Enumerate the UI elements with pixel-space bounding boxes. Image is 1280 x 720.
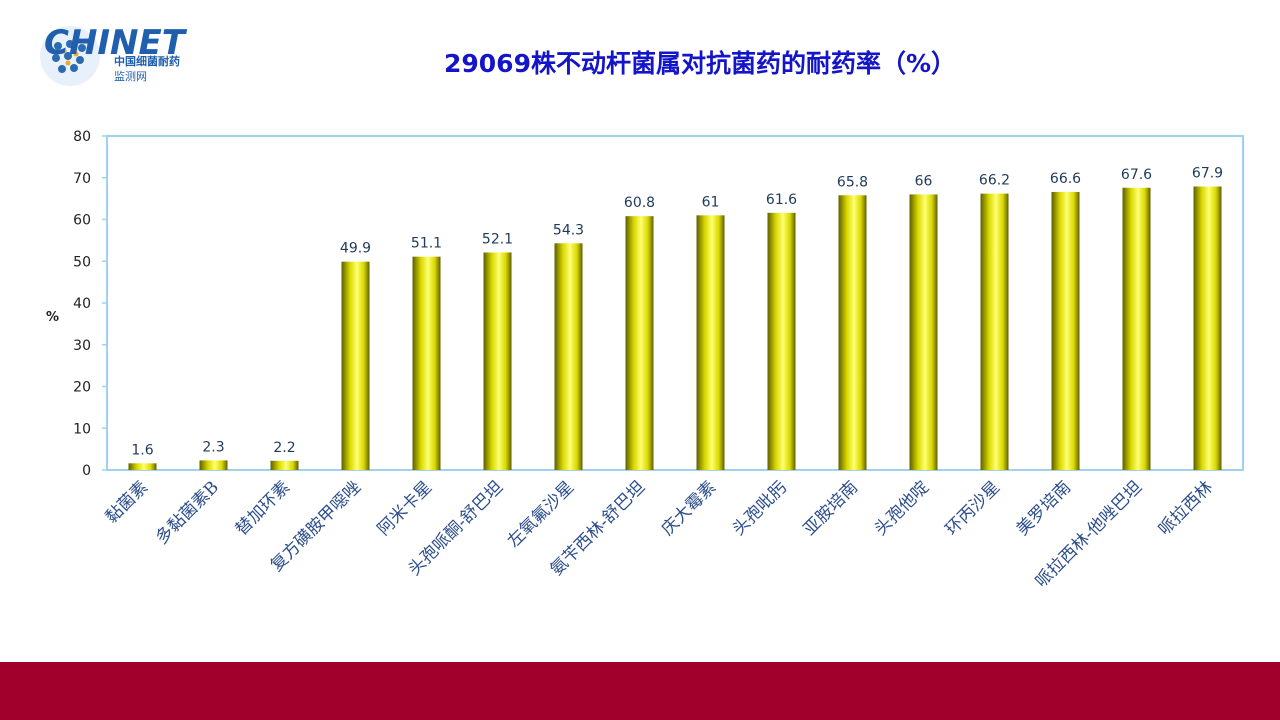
x-tick-label: 哌拉西林 xyxy=(1155,477,1217,539)
bar xyxy=(1122,187,1151,470)
data-label: 65.8 xyxy=(837,174,868,190)
x-tick-label: 头孢他啶 xyxy=(871,477,933,539)
data-label: 61 xyxy=(702,194,720,210)
y-tick-label: 80 xyxy=(73,129,91,145)
data-label: 66.6 xyxy=(1050,171,1081,187)
bar xyxy=(909,194,938,470)
bar xyxy=(625,216,654,470)
logo-subtitle-1: 中国细菌耐药 xyxy=(114,54,180,68)
data-label: 51.1 xyxy=(411,236,442,252)
y-axis-label: % xyxy=(46,310,59,325)
chart-title: 29069株不动杆菌属对抗菌药的耐药率（%） xyxy=(443,49,957,78)
bar xyxy=(838,195,867,470)
y-tick-label: 30 xyxy=(73,338,91,354)
bar xyxy=(1051,191,1080,470)
x-tick-label: 亚胺培南 xyxy=(800,477,862,539)
logo-wordmark: CHINET xyxy=(44,23,188,63)
data-label: 52.1 xyxy=(482,231,513,247)
bar xyxy=(483,252,512,470)
data-label: 2.3 xyxy=(202,439,224,455)
x-tick-label: 环丙沙星 xyxy=(942,477,1004,539)
bar xyxy=(412,256,441,470)
bar xyxy=(128,463,157,470)
bar xyxy=(696,215,725,470)
y-tick-label: 70 xyxy=(73,171,91,187)
y-tick-label: 10 xyxy=(73,421,91,437)
y-tick-label: 20 xyxy=(73,380,91,396)
x-tick-label: 多黏菌素B xyxy=(152,477,223,548)
bar xyxy=(270,460,299,470)
y-tick-label: 40 xyxy=(73,296,91,312)
data-label: 66.2 xyxy=(979,173,1010,189)
bar xyxy=(980,193,1009,471)
y-tick-label: 50 xyxy=(73,254,91,270)
chinet-logo: CHINET 中国细菌耐药 监测网 xyxy=(40,23,188,86)
data-label: 1.6 xyxy=(131,442,153,458)
data-label: 61.6 xyxy=(766,192,797,208)
x-tick-label: 黏菌素 xyxy=(102,477,152,527)
x-tick-label: 左氧氟沙星 xyxy=(504,477,578,551)
bar xyxy=(767,212,796,470)
data-label: 54.3 xyxy=(553,222,584,238)
data-label: 49.9 xyxy=(340,241,371,257)
data-label: 66 xyxy=(915,173,933,189)
footer-band xyxy=(0,662,1280,720)
data-label: 67.6 xyxy=(1121,167,1152,183)
data-label: 60.8 xyxy=(624,195,655,211)
y-tick-label: 0 xyxy=(82,463,91,479)
x-tick-label: 美罗培南 xyxy=(1013,477,1075,539)
logo-subtitle-2: 监测网 xyxy=(114,70,147,83)
bar xyxy=(199,460,228,470)
data-label: 2.2 xyxy=(273,440,295,456)
bar xyxy=(1193,186,1222,470)
bar-chart: % 0 10 20 30 40 50 60 70 80 1.6 2.3 2.2 49.9 51.1 52.… xyxy=(46,129,1244,592)
x-tick-label: 头孢吡肟 xyxy=(729,477,791,539)
data-label: 67.9 xyxy=(1192,166,1223,182)
x-tick-label: 替加环素 xyxy=(232,477,294,539)
bar xyxy=(554,243,583,470)
y-tick-label: 60 xyxy=(73,213,91,229)
x-tick-label: 庆大霉素 xyxy=(658,477,720,539)
bar xyxy=(341,261,370,470)
x-tick-label: 阿米卡星 xyxy=(374,477,436,539)
